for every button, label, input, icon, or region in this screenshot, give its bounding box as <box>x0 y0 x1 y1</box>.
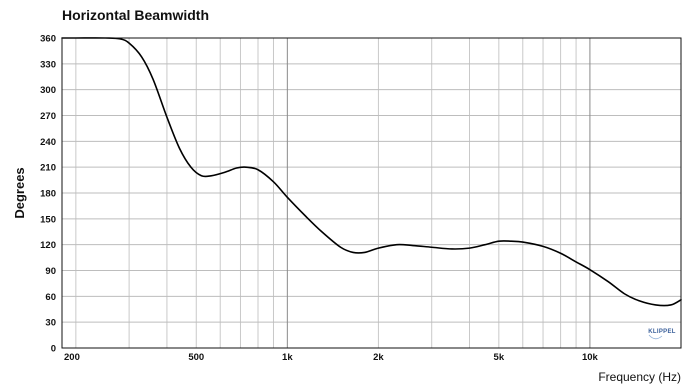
chart-title: Horizontal Beamwidth <box>62 7 210 23</box>
x-tick-label: 200 <box>64 352 80 363</box>
x-tick-label: 500 <box>188 352 204 363</box>
y-tick-label: 330 <box>40 59 56 70</box>
plot-frame <box>61 37 682 349</box>
klippel-logo-arc <box>648 334 663 340</box>
x-tick-label: 10k <box>582 352 599 363</box>
y-tick-label: 0 <box>51 344 56 355</box>
x-tick-label: 5k <box>494 352 505 363</box>
x-tick-label: 2k <box>373 352 384 363</box>
y-tick-label: 360 <box>40 34 56 45</box>
y-tick-labels: 0 30 60 90 120 150 180 210 240 270 300 330 360 <box>40 34 56 355</box>
klippel-logo-text: KLIPPEL <box>648 329 675 335</box>
klippel-logo: KLIPPEL <box>648 329 675 340</box>
x-tick-label: 1k <box>282 352 293 363</box>
y-tick-label: 270 <box>40 111 56 122</box>
y-tick-label: 180 <box>40 189 56 200</box>
x-tick-labels: 200 500 1k 2k 5k 10k <box>64 352 599 363</box>
y-tick-label: 60 <box>45 292 56 303</box>
y-tick-label: 300 <box>40 85 56 96</box>
y-axis-label: Degrees <box>12 167 27 218</box>
y-tick-label: 210 <box>40 163 56 174</box>
series-line <box>61 37 682 307</box>
y-tick-label: 120 <box>40 240 56 251</box>
series-layer <box>61 37 682 307</box>
y-tick-label: 150 <box>40 214 56 225</box>
x-axis-label: Frequency (Hz) <box>598 370 681 384</box>
major-gridlines <box>62 38 681 348</box>
y-tick-label: 90 <box>45 266 56 277</box>
y-tick-label: 30 <box>45 318 56 329</box>
y-tick-label: 240 <box>40 137 56 148</box>
